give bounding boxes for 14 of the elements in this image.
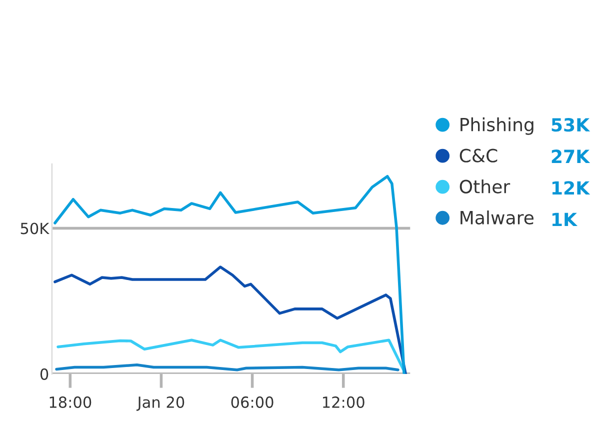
text: 27K [552,150,590,163]
legend-label: Malware [460,210,534,224]
text: 12K [552,181,590,194]
legend-label: C&C [460,148,498,162]
x-tick-label: 18:00 [50,396,92,408]
text: 53K [552,118,590,132]
text: 1K [552,212,578,226]
y-tick-label: 0 [40,368,48,380]
x-tick-label: 12:00 [323,396,364,408]
legend-label: Other [460,179,510,194]
x-tick-label: 06:00 [231,396,274,408]
x-tick-label: Jan 20 [136,396,184,411]
legend-label: Phishing [460,117,534,135]
y-tick-label: 50K [20,222,50,234]
